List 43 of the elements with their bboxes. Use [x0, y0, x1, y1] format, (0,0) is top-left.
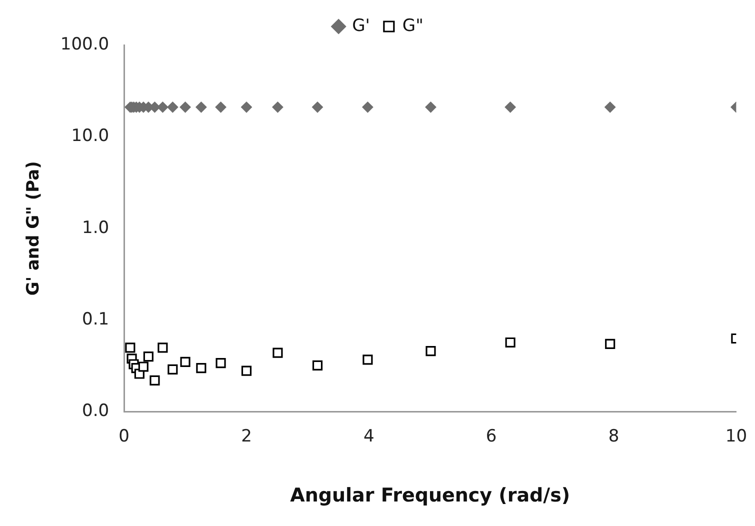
- point: [312, 360, 323, 371]
- legend-label: G": [402, 16, 424, 36]
- x-tick-label: 2: [241, 426, 252, 446]
- y-tick-label: 0.0: [82, 401, 110, 422]
- point: [196, 363, 206, 374]
- point: [241, 366, 252, 376]
- x-tick-label: 10: [725, 426, 748, 446]
- x-tick-label: 8: [608, 426, 620, 446]
- point: [504, 102, 516, 113]
- legend-label: G': [352, 16, 370, 36]
- point: [138, 362, 148, 372]
- point: [604, 102, 616, 113]
- x-tick-label: 6: [486, 426, 497, 446]
- point: [167, 102, 178, 113]
- point: [168, 364, 178, 374]
- point: [425, 102, 436, 113]
- point: [216, 358, 226, 368]
- point: [426, 346, 436, 356]
- y-axis-title: G' and G" (Pa): [24, 161, 44, 296]
- point: [125, 342, 136, 353]
- point: [157, 102, 168, 113]
- point: [312, 102, 323, 113]
- y-tick-label: 0.1: [82, 310, 110, 330]
- y-tick-label: 1.0: [82, 218, 110, 238]
- point: [605, 338, 616, 349]
- point: [196, 102, 207, 113]
- point: [180, 356, 190, 367]
- point: [158, 342, 168, 353]
- point: [362, 102, 374, 113]
- point: [143, 352, 154, 362]
- point: [272, 348, 283, 358]
- point: [272, 102, 284, 113]
- y-tick-label: 10.0: [71, 126, 110, 146]
- point: [150, 375, 160, 386]
- point: [215, 102, 226, 113]
- point: [362, 354, 373, 365]
- point: [505, 337, 516, 348]
- x-tick-label: 0: [118, 426, 130, 446]
- point: [240, 102, 252, 113]
- x-axis-title: Angular Frequency (rad/s): [290, 484, 570, 507]
- y-tick-label: 100.0: [60, 34, 110, 54]
- x-tick-label: 4: [364, 426, 374, 446]
- point: [180, 102, 191, 113]
